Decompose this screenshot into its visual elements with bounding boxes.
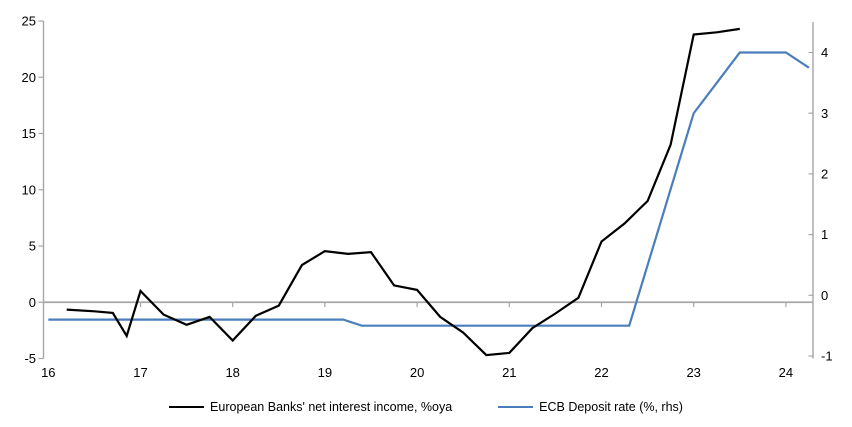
x-axis-tick-label: 16 — [41, 365, 55, 380]
left-axis-tick-label: 5 — [29, 239, 36, 254]
x-axis-tick-label: 20 — [410, 365, 424, 380]
x-axis-tick-label: 17 — [133, 365, 147, 380]
legend-label-nii: European Banks' net interest income, %oy… — [210, 400, 453, 414]
ecb-line-swatch — [498, 406, 534, 408]
nii-line — [66, 27, 740, 357]
left-axis-tick-label: 10 — [22, 182, 36, 197]
ecb-deposit-rate-line — [48, 51, 810, 327]
left-axis-tick-label: 15 — [22, 126, 36, 141]
left-axis-tick-label: 20 — [22, 70, 36, 85]
left-axis-tick-label: 0 — [29, 295, 36, 310]
legend-item-ecb: ECB Deposit rate (%, rhs) — [498, 400, 683, 414]
x-axis-tick-label: 24 — [779, 365, 793, 380]
x-axis-tick-label: 18 — [225, 365, 239, 380]
nii-line-swatch — [169, 406, 205, 408]
legend-label-ecb: ECB Deposit rate (%, rhs) — [539, 400, 683, 414]
right-axis-tick-label: -1 — [821, 349, 833, 364]
right-axis-tick-label: 1 — [821, 227, 828, 242]
right-axis-tick-label: 0 — [821, 288, 828, 303]
right-axis-tick-label: 4 — [821, 45, 828, 60]
x-axis-tick-label: 19 — [318, 365, 332, 380]
chart-legend: European Banks' net interest income, %oy… — [0, 394, 852, 420]
legend-item-nii: European Banks' net interest income, %oy… — [169, 400, 452, 414]
x-axis-tick-label: 23 — [686, 365, 700, 380]
right-axis-tick-label: 2 — [821, 166, 828, 181]
x-axis-tick-label: 21 — [502, 365, 516, 380]
left-axis-tick-label: -5 — [24, 351, 36, 366]
left-axis-tick-label: 25 — [22, 14, 36, 29]
x-axis-tick-label: 22 — [594, 365, 608, 380]
right-axis-tick-label: 3 — [821, 106, 828, 121]
